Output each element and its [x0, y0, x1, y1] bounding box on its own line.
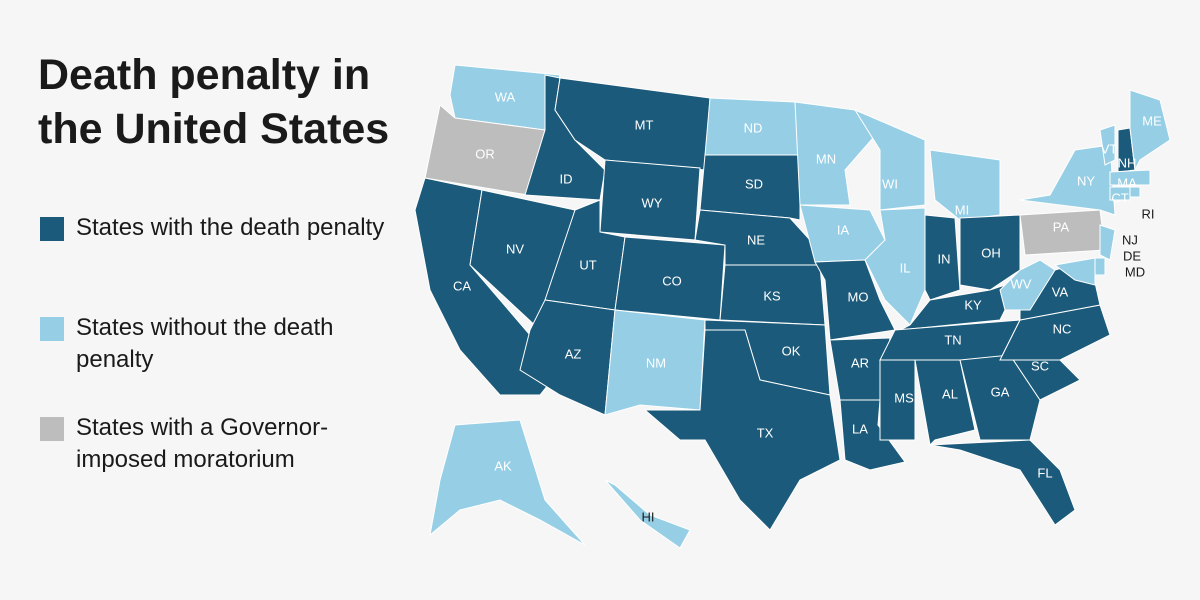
state-shape — [924, 214, 961, 301]
legend-swatch — [40, 317, 64, 341]
state-shape — [1094, 257, 1106, 276]
state-label: CT — [1111, 190, 1128, 205]
state-label: UT — [579, 257, 596, 272]
state-label: AK — [494, 458, 512, 473]
state-label: MO — [848, 289, 869, 304]
state-shape — [604, 309, 706, 416]
legend-swatch — [40, 417, 64, 441]
state-label: TX — [757, 425, 774, 440]
state-label: NE — [747, 232, 765, 247]
state-label: WV — [1011, 276, 1032, 291]
state-label: NM — [646, 355, 666, 370]
state-shape — [853, 108, 926, 211]
state-label: ND — [744, 120, 763, 135]
state-shape — [959, 214, 1021, 291]
state-shape — [1099, 124, 1116, 166]
state-shape — [1109, 169, 1151, 186]
state-label: CO — [662, 273, 682, 288]
state-shape — [999, 259, 1056, 311]
legend-label: States without the death penalty — [76, 314, 334, 373]
legend: States with the death penalty States with… — [40, 212, 400, 512]
state-label: MN — [816, 151, 836, 166]
state-shape — [699, 154, 801, 221]
state-label: MI — [955, 202, 969, 217]
state-shape — [1053, 257, 1096, 286]
state-label: DE — [1123, 248, 1141, 263]
state-label: MS — [894, 390, 914, 405]
state-label: RI — [1142, 206, 1155, 221]
state-shape — [1109, 186, 1131, 201]
state-label: NY — [1077, 173, 1095, 188]
state-label: IA — [837, 222, 850, 237]
title: Death penalty in the United States — [38, 51, 390, 153]
legend-label: States with a Governor-imposed moratoriu… — [76, 414, 329, 473]
state-label: LA — [852, 421, 868, 436]
state-label: NH — [1118, 155, 1137, 170]
legend-label: States with the death penalty — [76, 214, 385, 241]
state-label: WY — [642, 195, 663, 210]
state-shape — [1129, 186, 1141, 198]
state-label: VA — [1052, 284, 1069, 299]
state-label: ME — [1142, 113, 1162, 128]
state-label: HI — [642, 509, 655, 524]
state-label: WI — [882, 176, 898, 191]
state-shape — [1099, 224, 1116, 261]
state-label: VT — [1101, 141, 1118, 156]
state-label: MT — [635, 117, 654, 132]
state-label: MD — [1125, 264, 1145, 279]
state-label: KY — [964, 297, 982, 312]
state-label: IL — [900, 260, 911, 275]
state-shape — [429, 419, 586, 546]
state-label: WA — [495, 89, 516, 104]
state-label: CA — [453, 278, 471, 293]
state-shape — [643, 329, 841, 531]
state-label: IN — [938, 251, 951, 266]
state-label: NJ — [1122, 232, 1138, 247]
legend-swatch — [40, 217, 64, 241]
state-label: TN — [944, 332, 961, 347]
legend-item: States without the death penalty — [40, 312, 400, 412]
state-label: OK — [782, 343, 801, 358]
state-label: SC — [1031, 358, 1049, 373]
state-shape — [914, 359, 976, 447]
state-label: OR — [475, 146, 495, 161]
state-label: AL — [942, 386, 958, 401]
state-label: FL — [1037, 465, 1052, 480]
state-shape — [1129, 89, 1171, 172]
state-label: PA — [1053, 219, 1070, 234]
legend-item: States with a Governor-imposed moratoriu… — [40, 412, 400, 512]
state-shape — [604, 479, 691, 549]
state-label: AR — [851, 355, 869, 370]
state-shape — [879, 359, 916, 441]
state-label: MA — [1117, 175, 1137, 190]
state-label: KS — [763, 288, 781, 303]
state-label: OH — [981, 245, 1001, 260]
state-label: SD — [745, 176, 763, 191]
legend-item: States with the death penalty — [40, 212, 400, 312]
state-label: NC — [1053, 321, 1072, 336]
state-shape — [929, 439, 1076, 526]
state-label: AZ — [565, 346, 582, 361]
state-label: NV — [506, 241, 524, 256]
state-label: ID — [560, 171, 573, 186]
state-label: GA — [991, 384, 1010, 399]
